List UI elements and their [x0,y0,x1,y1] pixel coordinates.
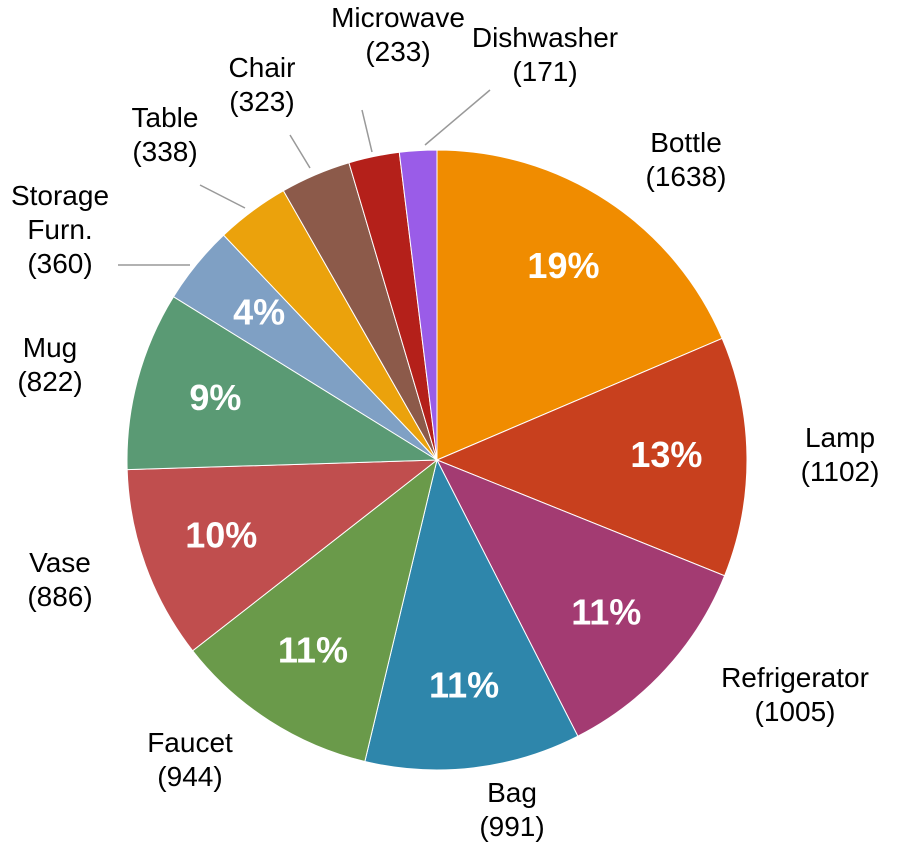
count-label: (944) [157,761,223,792]
count-label: (338) [132,136,198,167]
slice-label: Vase (886) [27,546,92,614]
slice-label: Microwave (233) [331,1,465,69]
slice-label: Chair (323) [229,51,296,119]
count-label: (233) [365,36,431,67]
leader-line [199,184,246,209]
pie-slice [435,337,748,577]
pie-slice [126,459,439,652]
count-label: (1102) [800,456,880,487]
slice-label: Lamp (1102) [801,421,880,489]
count-label: (1005) [754,696,836,727]
slice-label: Dishwasher (171) [472,21,618,89]
pie-slice [191,458,438,763]
percent-label: 10% [185,515,257,556]
leader-line [289,134,311,169]
percent-label: 4% [233,292,285,333]
pie-slice [436,149,723,461]
percent-label: 11% [429,664,499,705]
slice-label: Table (338) [132,101,199,169]
slice-label: Storage Furn. (360) [0,179,135,281]
pie-slice [435,459,726,737]
slice-label: Bag (991) [479,776,544,844]
percent-label: 11% [278,629,348,670]
category-name: Faucet [147,727,233,758]
slice-label: Mug (822) [17,331,82,399]
category-name: Refrigerator [721,662,869,693]
count-label: (822) [17,366,83,397]
category-name: Bag [487,777,537,808]
category-name: Microwave [331,2,465,33]
slice-label: Faucet (944) [147,726,233,794]
leader-line [361,109,373,153]
percent-label: 9% [189,377,241,418]
percent-label: 13% [630,434,702,475]
count-label: (171) [512,56,578,87]
category-name: Chair [228,52,296,83]
category-name: Bottle [650,127,722,158]
category-name: Storage Furn. [10,180,110,245]
pie-slice [398,149,438,461]
percent-label: 11% [571,591,641,632]
pie-slice [126,295,439,471]
count-label: (886) [27,581,93,612]
category-name: Vase [29,547,91,578]
category-name: Mug [22,332,78,363]
count-label: (991) [479,811,545,842]
count-label: (323) [229,86,295,117]
percent-label: 19% [527,245,599,286]
category-name: Table [131,102,199,133]
count-label: (1638) [645,161,727,192]
count-label: (360) [27,248,93,279]
leader-line [424,89,491,146]
category-name: Lamp [804,422,876,453]
slice-label: Bottle (1638) [646,126,727,194]
category-name: Dishwasher [471,22,619,53]
pie-slice [364,458,579,771]
slice-label: Refrigerator (1005) [721,661,869,729]
